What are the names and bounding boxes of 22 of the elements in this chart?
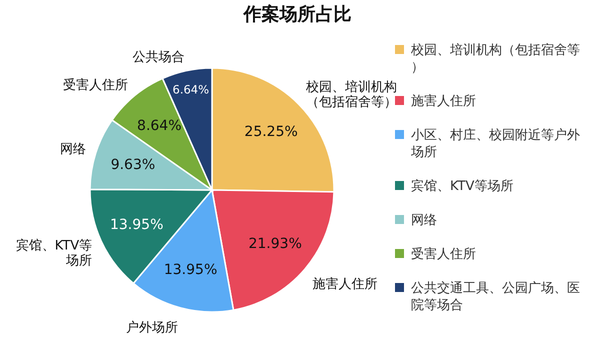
slice-label: 受害人住所	[63, 76, 128, 92]
text: 校园、培训机构（包括宿舍等）	[305, 80, 398, 110]
text: 公共场合	[132, 49, 185, 64]
legend-label: 受害人住所	[411, 246, 476, 262]
chart-title: 作案场所占比	[242, 4, 352, 25]
data-label: 13.95%	[164, 262, 218, 278]
text: 户外场所	[126, 320, 178, 335]
slice-label: 宾馆、KTV等场所	[16, 237, 92, 268]
legend-label: 施害人住所	[411, 92, 476, 108]
legend-label: 公共交通工具、公园广场、医院等场合	[411, 280, 580, 312]
legend-label: 小区、村庄、校园附近等户外场所	[410, 128, 580, 160]
data-label: 21.93%	[248, 236, 302, 252]
data-label: 25.25%	[244, 124, 298, 140]
slice-label: 网络	[60, 141, 86, 156]
data-label: 6.64%	[172, 82, 210, 97]
data-label: 8.64%	[137, 118, 182, 134]
slice-label: 施害人住所	[312, 276, 378, 292]
data-label: 9.63%	[110, 156, 156, 173]
legend-label: 校园、培训机构（包括宿舍等）	[410, 42, 580, 74]
legend-label: 网络	[411, 212, 437, 228]
legend-label: 宾馆、KTV等场所	[411, 178, 514, 194]
data-label: 13.95%	[110, 216, 164, 233]
